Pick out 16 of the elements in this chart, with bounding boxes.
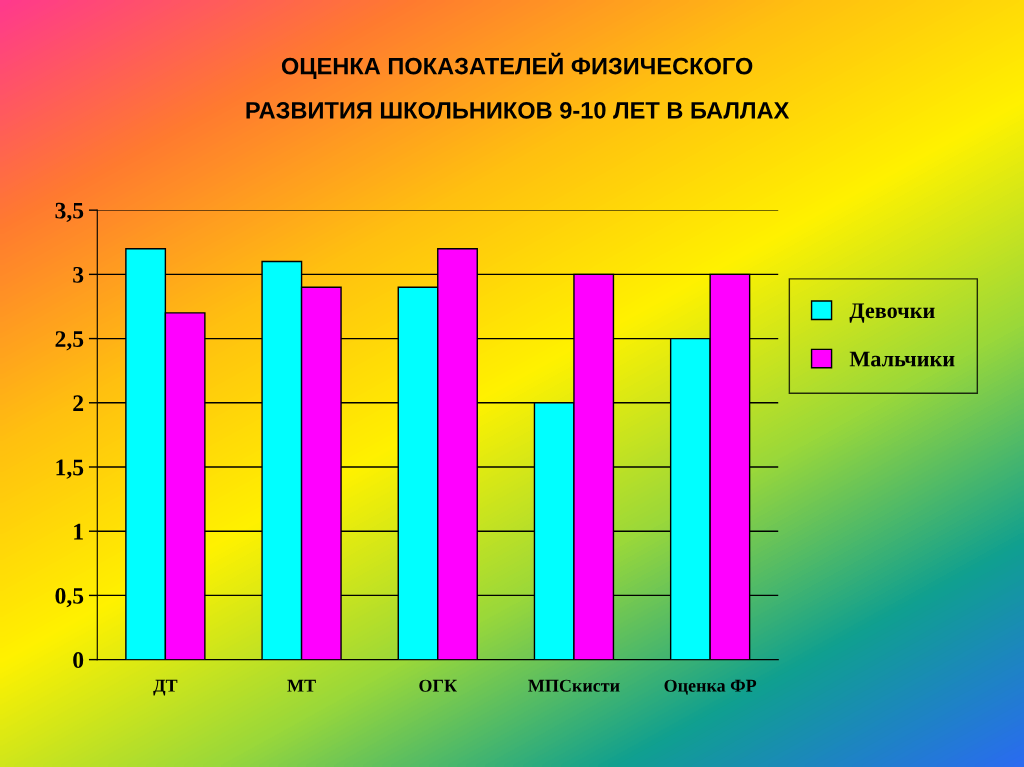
y-tick-label: 2,5 [55,331,84,351]
y-tick-label: 3,5 [55,202,84,223]
x-tick-label: МПСкисти [528,679,620,692]
x-tick-label: ДТ [153,679,178,696]
x-tick-label: ОГК [419,679,457,692]
legend-label: Девочки [849,303,935,323]
y-tick-label: 0 [73,652,84,669]
legend-label: Мальчики [849,351,955,367]
y-tick-label: 0,5 [55,587,84,608]
y-tick-label: 3 [73,266,84,283]
y-tick-label: 1,5 [56,459,84,479]
chart-title: ОЦЕНКА ПОКАЗАТЕЛЕЙ ФИЗИЧЕСКОГО РАЗВИТИЯ ШКОЛЬНИКОВ 9-10 ЛЕТ В БАЛЛАХ [246,52,790,119]
x-tick-label: Оценка ФР [664,679,757,695]
y-tick-label: 1 [74,523,83,540]
y-tick-label: 2 [73,395,84,411]
x-tick-label: МТ [287,679,316,692]
